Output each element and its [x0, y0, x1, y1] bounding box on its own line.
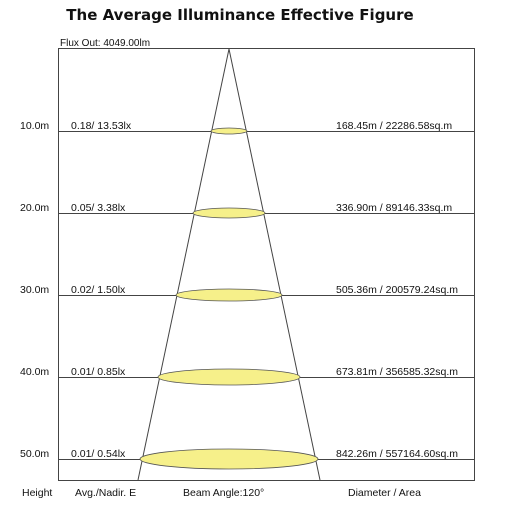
illuminance-label: 0.02/ 1.50lx	[71, 284, 126, 296]
height-label: 50.0m	[20, 448, 50, 460]
illuminance-label: 0.01/ 0.85lx	[71, 366, 126, 378]
diameter-area-label: 673.81m / 356585.32sq.m	[336, 366, 459, 378]
illuminance-ellipse-40m	[157, 368, 301, 386]
illuminance-ellipse-20m	[192, 207, 266, 219]
footer-avg-label: Avg./Nadir. E	[75, 487, 137, 499]
illuminance-label: 0.18/ 13.53lx	[71, 120, 132, 132]
cone-right-edge	[228, 48, 321, 481]
footer-height-label: Height	[22, 487, 53, 499]
illuminance-label: 0.01/ 0.54lx	[71, 448, 126, 460]
height-line-20m	[58, 213, 475, 214]
illuminance-ellipse-30m	[175, 288, 283, 302]
cone-left-edge	[137, 48, 230, 481]
illuminance-label: 0.05/ 3.38lx	[71, 202, 126, 214]
height-label: 20.0m	[20, 202, 50, 214]
diameter-area-label: 336.90m / 89146.33sq.m	[336, 202, 453, 214]
diameter-area-label: 168.45m / 22286.58sq.m	[336, 120, 453, 132]
illuminance-ellipse-10m	[210, 127, 248, 135]
illuminance-ellipse-50m	[139, 448, 319, 470]
diameter-area-label: 842.26m / 557164.60sq.m	[336, 448, 459, 460]
height-label: 10.0m	[20, 120, 50, 132]
footer-diameter-area-label: Diameter / Area	[348, 487, 421, 499]
footer-beam-angle-label: Beam Angle:120°	[183, 487, 265, 499]
diameter-area-label: 505.36m / 200579.24sq.m	[336, 284, 459, 296]
height-line-10m	[58, 131, 475, 132]
diagram-frame	[58, 48, 475, 481]
height-label: 30.0m	[20, 284, 50, 296]
flux-out-label: Flux Out: 4049.00lm	[60, 38, 151, 49]
page-title: The Average Illuminance Effective Figure	[66, 6, 414, 24]
height-label: 40.0m	[20, 366, 50, 378]
